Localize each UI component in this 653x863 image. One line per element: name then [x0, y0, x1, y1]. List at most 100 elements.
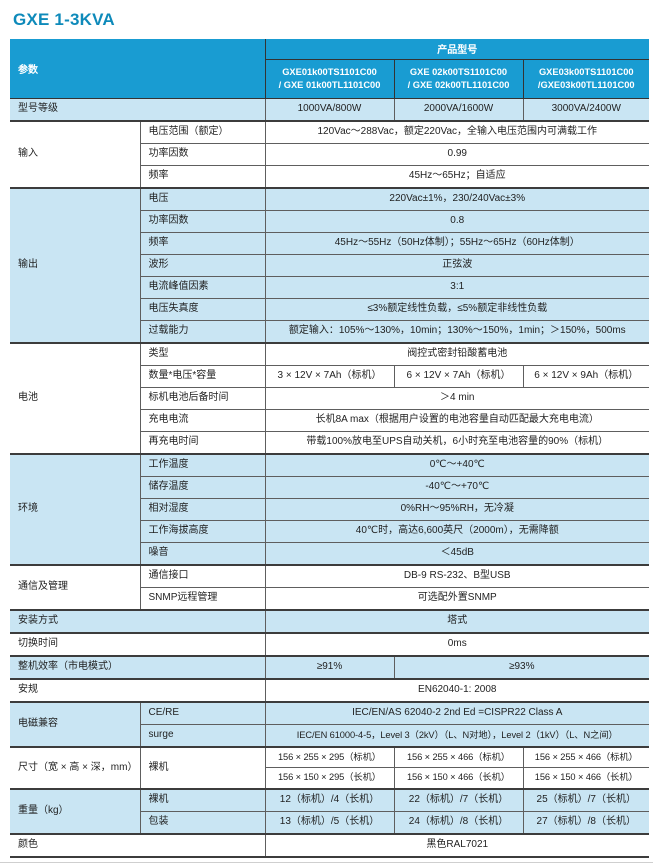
value-cell: 带载100%放电至UPS自动关机，6小时充至电池容量的90%（标机）: [264, 430, 650, 454]
model-line2: / GXE 02k00TL1101C00: [407, 79, 510, 90]
param-cell: 储存温度: [140, 475, 266, 499]
param-cell: surge: [140, 723, 266, 747]
table-row: 安装方式 塔式: [10, 608, 650, 633]
table-row: 颜色 黑色RAL7021: [10, 832, 650, 858]
table-row: 切换时间 0ms: [10, 631, 650, 656]
value-cell: 0.99: [264, 142, 650, 166]
value-cell: 阀控式密封铅酸蓄电池: [264, 341, 650, 366]
group-cell-weight: 重量（kg）: [10, 787, 141, 834]
page-title: GXE 1-3KVA: [13, 10, 115, 29]
param-cell: 功率因数: [140, 142, 266, 166]
value-cell: 正弦波: [264, 253, 650, 277]
value-cell: 0.8: [264, 209, 650, 233]
row-label-efficiency: 整机效率（市电模式）: [10, 654, 266, 679]
param-cell: 裸机: [139, 745, 266, 789]
value-cell: 6 × 12V × 7Ah（标机）: [393, 364, 524, 388]
param-cell: 裸机: [139, 787, 266, 812]
table-row: 功率因数 0.99: [10, 142, 650, 166]
row-label-install: 安装方式: [10, 608, 266, 633]
value-cell: 156 × 150 × 466（长机）: [393, 767, 524, 789]
model-header-cell: GXE03k00TS1101C00 /GXE03k00TL1101C00: [522, 58, 650, 99]
value-cell: 0℃～+40℃: [264, 452, 650, 477]
table-row: 电池 类型 阀控式密封铅酸蓄电池: [10, 341, 650, 454]
value-cell: 40℃时，高达6,600英尺（2000m），无需降额: [264, 519, 650, 543]
param-cell: 包装: [140, 810, 266, 834]
group-cell-emc: 电磁兼容: [10, 700, 141, 747]
model-line1: GXE03k00TS1101C00: [538, 66, 634, 77]
group-cell-output: 输出: [10, 186, 141, 343]
table-row: 噪音 ＜45dB: [10, 541, 650, 565]
param-cell: 电压失真度: [140, 297, 266, 321]
table-row: 通信及管理 通信接口 DB-9 RS-232、B型USB: [10, 563, 650, 610]
value-cell: 120Vac～288Vac，额定220Vac，全输入电压范围内可满载工作: [264, 119, 650, 144]
value-cell: 45Hz～65Hz；自适应: [264, 164, 650, 188]
value-cell: DB-9 RS-232、B型USB: [264, 563, 650, 588]
value-cell: 2000VA/1600W: [393, 97, 524, 121]
row-label-color: 颜色: [10, 832, 266, 858]
model-line1: GXE01k00TS1101C00: [282, 66, 377, 77]
group-cell-dimensions: 尺寸（宽 × 高 × 深，mm）: [10, 745, 141, 789]
table-row: 标机电池后备时间 ＞4 min: [10, 386, 650, 410]
param-cell: 电压范围（额定）: [139, 119, 266, 144]
table-row: surge IEC/EN 61000-4-5，Level 3（2kV）（L、N对…: [10, 723, 650, 747]
param-cell: 数量*电压*容量: [140, 364, 266, 388]
value-cell: 156 × 150 × 295（长机）: [265, 767, 395, 789]
product-model-header-cell: 产品型号: [264, 39, 650, 60]
param-cell: 噪音: [140, 541, 266, 565]
value-cell: 12（标机）/4（长机）: [264, 787, 395, 812]
table-row: 安规 EN62040-1: 2008: [10, 677, 650, 702]
value-cell: 27（标机）/8（长机）: [522, 810, 650, 834]
table-row: 波形 正弦波: [10, 253, 650, 277]
value-cell: 156 × 255 × 466（标机）: [393, 745, 524, 768]
value-cell: 156 × 150 × 466（长机）: [522, 767, 650, 789]
group-cell-input: 输入: [10, 119, 141, 188]
table-row: 过载能力 额定输入：105%～130%，10min；130%～150%，1min…: [10, 319, 650, 343]
table-row: 储存温度 -40℃～+70℃: [10, 475, 650, 499]
param-cell: 标机电池后备时间: [140, 386, 266, 410]
table-row: 充电电流 长机8A max（根据用户设置的电池容量自动匹配最大充电电流）: [10, 408, 650, 432]
group-cell-battery: 电池: [10, 341, 141, 454]
value-cell: EN62040-1: 2008: [264, 677, 650, 702]
param-cell: 频率: [140, 164, 266, 188]
header-row-product-model: 参数 产品型号: [10, 39, 650, 99]
row-label-safety: 安规: [10, 677, 266, 702]
table-row: 输入 电压范围（额定） 120Vac～288Vac，额定220Vac，全输入电压…: [10, 119, 650, 188]
param-cell: 通信接口: [139, 563, 266, 588]
param-cell: 电流峰值因素: [140, 275, 266, 299]
header-row-models: GXE01k00TS1101C00 / GXE 01k00TL1101C00 G…: [10, 58, 650, 99]
value-cell: 3 × 12V × 7Ah（标机）: [264, 364, 395, 388]
value-cell: IEC/EN/AS 62040-2 2nd Ed =CISPR22 Class …: [264, 700, 650, 725]
spec-table: 参数 产品型号 GXE01k00TS1101C00 / GXE 01k00TL1…: [10, 39, 650, 858]
table-row: 电磁兼容 CE/RE IEC/EN/AS 62040-2 2nd Ed =CIS…: [10, 700, 650, 747]
value-cell: 156 × 255 × 295（标机）: [264, 745, 395, 768]
value-cell: -40℃～+70℃: [264, 475, 650, 499]
param-cell: 相对湿度: [140, 497, 266, 521]
value-cell: 45Hz～55Hz（50Hz体制）；55Hz～65Hz（60Hz体制）: [264, 231, 650, 255]
value-cell: 22（标机）/7（长机）: [393, 787, 524, 812]
value-cell: 24（标机）/8（长机）: [393, 810, 524, 834]
value-cell: 0ms: [264, 631, 650, 656]
row-label-transfer-time: 切换时间: [10, 631, 266, 656]
table-row: 工作海拔高度 40℃时，高达6,600英尺（2000m），无需降额: [10, 519, 650, 543]
value-cell: ≥93%: [393, 654, 650, 679]
value-cell: 长机8A max（根据用户设置的电池容量自动匹配最大充电电流）: [264, 408, 650, 432]
param-cell: 工作温度: [139, 452, 266, 477]
value-cell: 25（标机）/7（长机）: [522, 787, 650, 812]
param-cell: 波形: [140, 253, 266, 277]
table-row: 相对湿度 0%RH～95%RH，无冷凝: [10, 497, 650, 521]
value-cell: 额定输入：105%～130%，10min；130%～150%，1min；＞150…: [264, 319, 650, 343]
table-row: 输出 电压 220Vac±1%，230/240Vac±3%: [10, 186, 650, 343]
table-row: 环境 工作温度 0℃～+40℃: [10, 452, 650, 565]
model-line1: GXE 02k00TS1101C00: [409, 66, 508, 77]
value-cell: 3:1: [264, 275, 650, 299]
param-cell: 再充电时间: [140, 430, 266, 454]
value-cell: 156 × 255 × 466（标机）: [522, 745, 650, 768]
group-cell-comms: 通信及管理: [10, 563, 141, 610]
row-label-rating: 型号等级: [10, 97, 266, 121]
value-cell: ≤3%额定线性负载，≤5%额定非线性负载: [264, 297, 650, 321]
value-cell: 1000VA/800W: [264, 97, 395, 121]
param-cell: 功率因数: [140, 209, 266, 233]
param-cell: 过载能力: [140, 319, 266, 343]
param-cell: 工作海拔高度: [140, 519, 266, 543]
param-cell: CE/RE: [139, 700, 266, 725]
